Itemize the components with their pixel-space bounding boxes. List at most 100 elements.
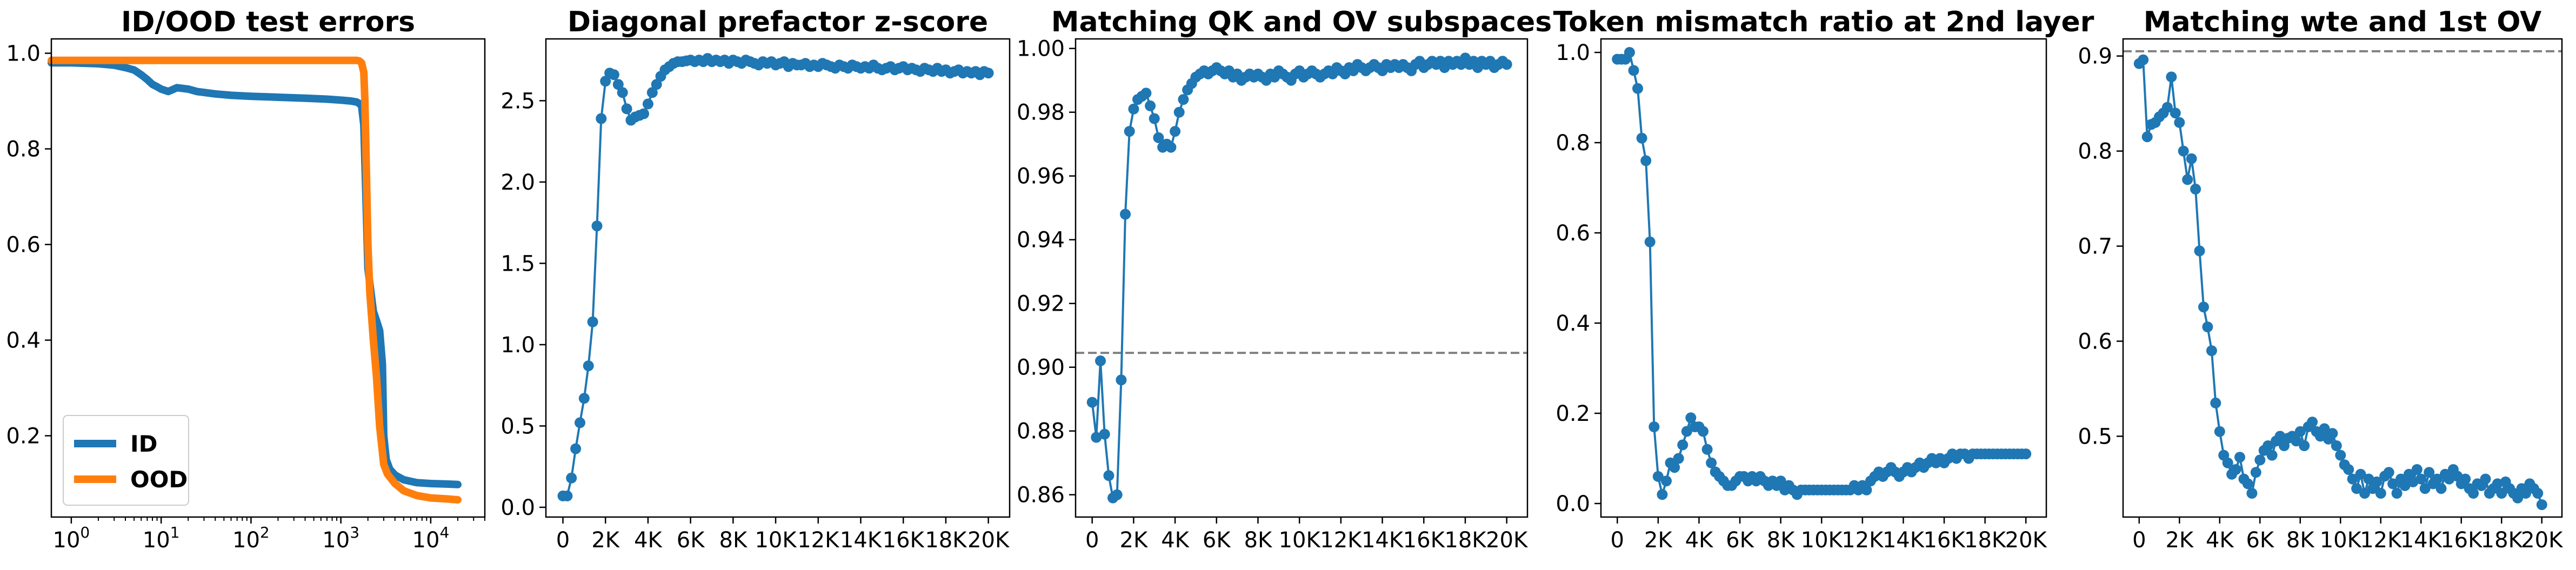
x-tick-label: 0 [1611,528,1624,553]
chart-panel-2: Diagonal prefactor z-score 0.0 0.5 1.0 1.5 2.… [500,6,1011,553]
y-tick-label: 2.0 [500,170,535,195]
x-tick-label: 2K [2165,528,2194,553]
data-point [2496,488,2507,499]
data-point [1086,397,1098,408]
data-point [2347,473,2358,485]
x-tick-label: 8K [2286,528,2315,553]
data-point [1173,106,1185,118]
data-point [2387,478,2399,489]
data-point [2234,452,2245,463]
data-point [2166,71,2177,83]
y-tick-label: 0.8 [1556,131,1590,156]
y-tick-label: 0.2 [6,424,41,449]
data-point [566,472,577,484]
x-tick-label: 2K [1644,528,1673,553]
data-point [1644,236,1656,247]
y-tick-label: 0.9 [2078,44,2112,69]
y-tick-label: 0.2 [1556,401,1590,426]
x-tick-label: 101 [143,524,180,553]
y-tick-label: 1.5 [500,251,535,276]
data-point [646,87,658,98]
x-tick-label: 18K [1964,528,2007,553]
data-point [596,113,607,124]
y-tick-label: 1.0 [1556,41,1590,65]
y-tick-label: 0.7 [2078,234,2112,259]
data-point [578,393,590,404]
legend-label: OOD [130,466,188,493]
series-line-1 [1091,57,1508,499]
axes-frame [1600,38,2047,518]
data-point [2263,440,2274,451]
data-point [2327,428,2338,439]
x-tick-label: 6K [1203,528,1231,553]
series-line-1 [562,57,990,497]
data-point [587,316,598,327]
y-tick-label: 0.6 [6,233,41,258]
data-point [1685,412,1697,424]
data-point [1165,142,1177,153]
y-tick-label: 1.0 [500,333,535,358]
data-point [638,108,649,119]
x-tick-label: 2K [591,528,620,553]
data-point [1640,155,1652,166]
data-point [2536,499,2547,511]
data-point [1111,489,1123,500]
data-point [2359,488,2370,499]
legend: ID OOD [63,415,189,506]
x-tick-label: 100 [53,524,90,553]
x-tick-label: 14K [1883,528,1925,553]
data-point [1095,355,1106,366]
x-tick-label: 10K [1279,528,1322,553]
data-point [2371,476,2383,487]
x-tick-label: 12K [2360,528,2403,553]
x-tick-label: 12K [1320,528,1363,553]
chart-title: ID/OOD test errors [121,6,415,38]
chart-panel-5: Matching wte and 1st OV0.50.60.70.80.90 2… [2078,6,2564,553]
data-point [1116,374,1127,386]
x-tick-label: 18K [2481,528,2524,553]
data-point [2520,488,2531,499]
x-tick-label: 8K [1767,528,1796,553]
chart-title: Token mismatch ratio at 2nd layer [1553,6,2094,38]
data-point [983,68,994,79]
data-point [2460,473,2471,485]
data-point [1628,65,1639,76]
data-point [1636,132,1647,144]
axes-frame [2122,38,2563,518]
data-point [2492,478,2503,489]
x-tick-label: 4K [634,528,663,553]
x-tick-label: 104 [412,524,450,553]
x-tick-label: 8K [1244,528,1273,553]
data-point [612,79,624,90]
y-tick-label: 0.94 [1017,228,1065,253]
x-tick-label: 20K [1486,528,1529,553]
data-point [570,443,582,454]
data-point [2307,417,2318,428]
x-tick-label: 18K [1444,528,1487,553]
data-point [2532,488,2544,499]
chart-panel-3: Matching QK and OV subspaces 0.86 0.88 0.90… [1017,6,1552,553]
x-tick-label: 12K [1841,528,1884,553]
data-point [2266,450,2278,461]
chart-panel-4: Token mismatch ratio at 2nd layer 0.0 0.2 0… [1553,6,2094,553]
x-tick-label: 14K [1362,528,1404,553]
data-point [600,76,611,87]
y-tick-label: 0.0 [1556,492,1590,517]
data-point [2432,473,2443,485]
data-point [621,103,632,115]
x-tick-label: 20K [2521,528,2564,553]
data-point [2415,473,2427,485]
data-point [1698,426,1709,437]
x-tick-label: 8K [719,528,748,553]
data-point [2020,448,2032,460]
axes-frame [50,38,486,518]
data-point [2214,426,2225,437]
data-point [2419,483,2431,494]
data-point [1149,113,1160,124]
x-tick-label: 20K [967,528,1010,553]
data-point [2399,480,2411,491]
data-point [562,490,573,501]
data-point [617,87,628,98]
series-line-1 [2138,58,2543,506]
